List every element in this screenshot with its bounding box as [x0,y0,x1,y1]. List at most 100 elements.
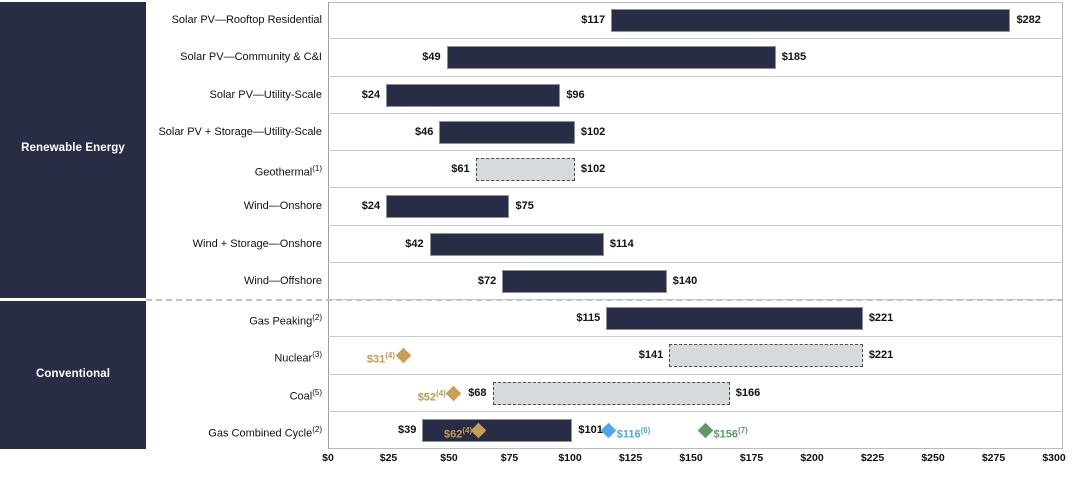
bar-gas-peaking [606,307,863,331]
value-low-gas-peaking: $115 [576,312,601,325]
row-label-geothermal: Geothermal(1) [150,151,322,187]
value-low-solar-pv-rooftop-residential: $117 [581,14,606,27]
value-low-coal: $68 [468,386,487,399]
marker-label-gas-combined-cycle-116: $116(6) [616,425,651,441]
bar-wind-onshore [386,195,510,219]
axis-tick-275: $275 [981,452,1006,464]
row-label-solar-pv-rooftop-residential: Solar PV—Rooftop Residential [150,2,322,38]
marker-label-coal-52: $52(4) [417,388,446,404]
bar-wind-offshore [502,269,667,293]
section-label-conventional: Conventional [35,368,111,380]
value-low-geothermal: $61 [451,163,470,176]
grid-row [328,375,1063,412]
grid-row [328,337,1063,375]
axis-tick-100: $100 [558,452,582,464]
value-low-wind-onshore: $24 [361,200,381,213]
row-label-text: Nuclear [274,352,313,365]
row-label-solar-pv-utility-scale: Solar PV—Utility-Scale [150,77,322,113]
row-label-text: Solar PV—Community & C&I [180,51,322,64]
value-low-solar-pv-storage-utility-scale: $46 [414,125,434,138]
grid-row [328,77,1063,114]
row-label-text: Solar PV—Rooftop Residential [171,14,322,26]
row-label-gas-combined-cycle: Gas Combined Cycle(2) [150,412,322,448]
section-block-conventional: Conventional [0,301,146,449]
grid-row [328,300,1063,338]
value-high-solar-pv-utility-scale: $96 [566,88,585,101]
value-high-wind-offshore: $140 [672,274,698,287]
row-label-nuclear: Nuclear(3) [150,337,322,373]
plot-frame [328,2,1063,449]
bar-solar-pv-rooftop-residential [611,9,1011,33]
row-label-coal: Coal(5) [150,375,322,411]
row-label-text: Wind—Onshore [243,200,322,213]
bar-solar-pv-storage-utility-scale [439,120,575,144]
bar-gas-combined-cycle [422,418,573,442]
grid-row [328,151,1063,189]
axis-tick-75: $75 [500,452,519,464]
value-high-nuclear: $221 [868,349,894,362]
value-high-wind-storage-onshore: $114 [609,237,634,250]
row-label-text: Geothermal [254,166,313,179]
marker-label-gas-combined-cycle-156: $156(7) [713,425,748,441]
x-axis: $0 $25 $50 $75 $100 $125 $150 $175 $200 $225 $250 $… [322,452,1066,472]
row-label-footnote: (1) [312,164,322,173]
row-label-text: Coal [289,390,313,403]
value-low-wind-storage-onshore: $42 [405,237,424,250]
grid-row [328,226,1063,263]
section-divider [146,299,1063,301]
row-label-footnote: (2) [312,424,322,434]
bar-geothermal [475,158,575,182]
bar-solar-pv-utility-scale [386,83,561,107]
axis-tick-125: $125 [618,452,643,464]
plot-area: $117 $282 $49 $185 $24 $96 $46 $102 $61 $102 $24 $7… [328,2,1063,449]
row-label-solar-pv-community-c-i: Solar PV—Community & C&I [150,39,322,75]
value-high-solar-pv-storage-utility-scale: $102 [580,125,606,138]
section-block-renewable-energy: Renewable Energy [0,2,146,298]
grid-row [328,188,1063,226]
value-low-solar-pv-community-c-i: $49 [422,51,441,64]
axis-tick-25: $25 [379,452,398,464]
row-label-text: Wind + Storage—Onshore [192,237,322,250]
value-high-wind-onshore: $75 [515,200,534,213]
value-high-solar-pv-rooftop-residential: $282 [1016,14,1041,27]
value-high-coal: $166 [735,386,761,399]
value-high-solar-pv-community-c-i: $185 [781,51,807,64]
bar-coal [492,381,730,405]
axis-tick-175: $175 [739,452,764,464]
value-high-gas-peaking: $221 [868,312,894,325]
value-low-solar-pv-utility-scale: $24 [361,88,381,101]
row-label-text: Gas Peaking [249,315,313,328]
value-high-geothermal: $102 [580,163,606,176]
value-low-wind-offshore: $72 [477,274,497,287]
axis-tick-50: $50 [440,452,458,464]
value-low-gas-combined-cycle: $39 [398,423,417,436]
row-label-text: Solar PV—Utility-Scale [209,88,322,101]
grid-row [328,2,1063,40]
row-label-footnote: (5) [312,387,322,397]
marker-label-gas-combined-cycle-62: $62(4) [444,425,473,441]
bar-nuclear [669,344,863,368]
row-label-gas-peaking: Gas Peaking(2) [150,300,322,336]
axis-tick-300: $300 [1042,452,1066,464]
axis-tick-200: $200 [800,452,824,464]
row-label-footnote: (3) [312,350,322,360]
row-label-text: Gas Combined Cycle [208,427,313,440]
row-label-wind-onshore: Wind—Onshore [150,188,322,224]
row-label-wind-offshore: Wind—Offshore [150,263,322,299]
axis-tick-225: $225 [860,452,885,464]
row-label-footnote: (2) [312,313,322,322]
bar-solar-pv-community-c-i [446,46,776,70]
grid-row [328,114,1063,151]
axis-tick-0: $0 [322,452,334,464]
row-label-wind-storage-onshore: Wind + Storage—Onshore [150,226,322,262]
value-low-nuclear: $141 [638,349,664,362]
value-high-gas-combined-cycle: $101 [578,423,603,436]
axis-tick-150: $150 [679,452,703,464]
row-label-text: Wind—Offshore [243,274,322,287]
section-label-renewable-energy: Renewable Energy [21,142,125,154]
axis-tick-250: $250 [921,452,945,464]
bar-wind-storage-onshore [429,232,604,256]
marker-label-nuclear-31: $31(4) [366,351,396,367]
row-label-text: Solar PV + Storage—Utility-Scale [158,125,322,138]
